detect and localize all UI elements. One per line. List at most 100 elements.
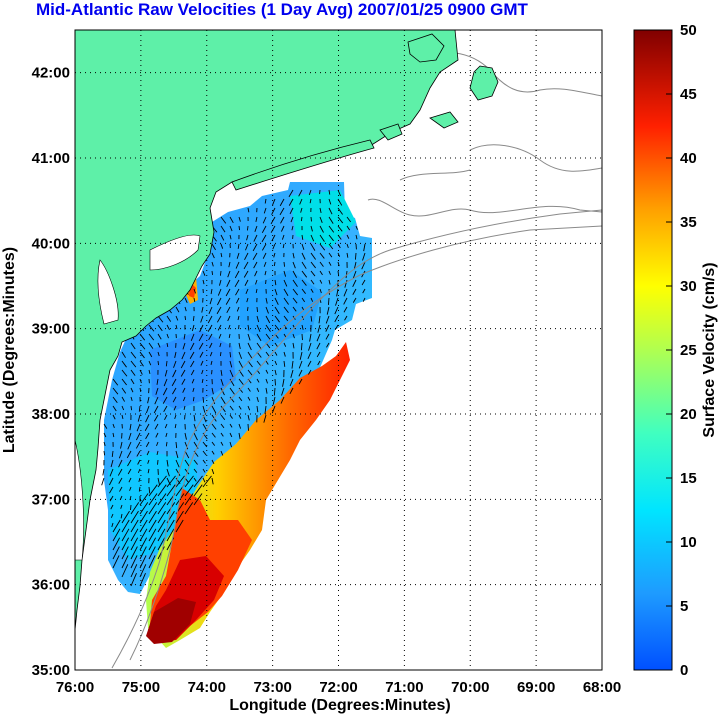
velocity-arrow (202, 477, 206, 483)
velocity-arrow (154, 396, 159, 405)
velocity-arrow (127, 468, 132, 475)
velocity-arrow (292, 306, 297, 312)
velocity-arrow (298, 189, 303, 197)
velocity-arrow (139, 351, 145, 359)
velocity-arrow (336, 288, 339, 297)
velocity-arrow (326, 342, 330, 348)
velocity-arrow (121, 510, 130, 524)
velocity-arrow (298, 369, 303, 377)
velocity-arrow (247, 387, 251, 392)
velocity-arrow (220, 441, 224, 446)
velocity-arrow (120, 441, 123, 449)
velocity-arrow (317, 324, 321, 333)
velocity-arrow (229, 378, 235, 387)
velocity-arrow (148, 519, 157, 533)
velocity-arrow (247, 423, 249, 431)
velocity-arrow (175, 324, 178, 330)
velocity-arrow (300, 342, 303, 351)
velocity-arrow (263, 414, 267, 423)
x-tick-label: 75:00 (122, 679, 160, 696)
velocity-arrow (238, 225, 241, 231)
velocity-arrow (247, 225, 249, 231)
velocity-arrow (157, 360, 160, 366)
velocity-arrow (310, 288, 314, 293)
colorbar-tick-label: 0 (680, 662, 688, 679)
velocity-arrow (309, 333, 312, 342)
velocity-arrow (247, 351, 253, 359)
velocity-arrow (139, 572, 146, 587)
velocity-arrow (228, 261, 231, 268)
velocity-arrow (317, 360, 321, 366)
velocity-arrow (325, 324, 330, 332)
velocity-arrow (300, 216, 303, 222)
velocity-arrow (148, 510, 157, 524)
velocity-arrow (225, 297, 231, 305)
velocity-arrow (118, 477, 123, 484)
velocity-arrow (211, 270, 214, 276)
velocity-arrow (247, 396, 251, 401)
colorbar (633, 29, 673, 671)
velocity-arrow (184, 459, 190, 467)
velocity-arrow (175, 450, 179, 459)
velocity-arrow (130, 405, 133, 411)
y-tick-label: 40:00 (32, 235, 70, 252)
velocity-arrow (146, 405, 150, 414)
velocity-arrow (235, 261, 240, 269)
velocity-arrow (121, 378, 127, 386)
velocity-arrow (220, 225, 226, 233)
velocity-arrow (228, 333, 231, 339)
velocity-arrow (301, 297, 306, 303)
velocity-arrow (337, 216, 344, 224)
velocity-arrow (190, 360, 195, 368)
velocity-arrow (362, 297, 366, 302)
velocity-arrow (110, 459, 114, 468)
velocity-arrow (337, 243, 341, 249)
velocity-arrow (310, 270, 316, 277)
velocity-arrow (261, 243, 267, 251)
velocity-arrow (218, 333, 222, 339)
velocity-arrow (325, 333, 330, 340)
velocity-arrow (157, 484, 167, 497)
velocity-arrow (202, 270, 206, 276)
velocity-arrow (130, 396, 133, 401)
velocity-arrow (243, 270, 249, 278)
velocity-arrow (165, 360, 168, 367)
velocity-arrow (108, 477, 114, 486)
velocity-arrow (288, 198, 294, 206)
velocity-arrow (200, 360, 204, 366)
colorbar-tick-label: 35 (680, 214, 697, 231)
velocity-arrow (109, 486, 114, 494)
velocity-arrow (279, 207, 285, 216)
velocity-arrow (265, 306, 269, 314)
velocity-arrow (112, 546, 120, 560)
velocity-arrow (172, 369, 177, 378)
velocity-arrow (198, 342, 204, 350)
velocity-arrow (130, 546, 138, 560)
velocity-arrow (279, 198, 285, 207)
velocity-arrow (318, 315, 321, 324)
velocity-arrow (274, 378, 276, 386)
velocity-arrow (112, 405, 117, 412)
velocity-arrow (300, 207, 303, 213)
velocity-arrow (220, 405, 226, 413)
velocity-arrow (334, 306, 339, 315)
velocity-arrow (130, 342, 136, 350)
velocity-arrow (337, 225, 343, 232)
velocity-arrow (173, 360, 177, 368)
velocity-arrow (346, 243, 349, 248)
velocity-arrow (301, 279, 307, 286)
y-tick-label: 35:00 (32, 662, 70, 679)
velocity-arrow (193, 468, 198, 473)
velocity-arrow (121, 519, 130, 533)
velocity-arrow (238, 396, 243, 402)
velocity-arrow (256, 342, 262, 350)
velocity-arrow (283, 261, 285, 267)
velocity-arrow (270, 225, 276, 233)
velocity-arrow (118, 459, 123, 468)
velocity-arrow (229, 405, 234, 411)
velocity-arrow (193, 493, 203, 506)
velocity-arrow (307, 351, 312, 360)
velocity-arrow (211, 243, 216, 251)
velocity-arrow (256, 324, 261, 332)
velocity-arrow (237, 315, 240, 321)
